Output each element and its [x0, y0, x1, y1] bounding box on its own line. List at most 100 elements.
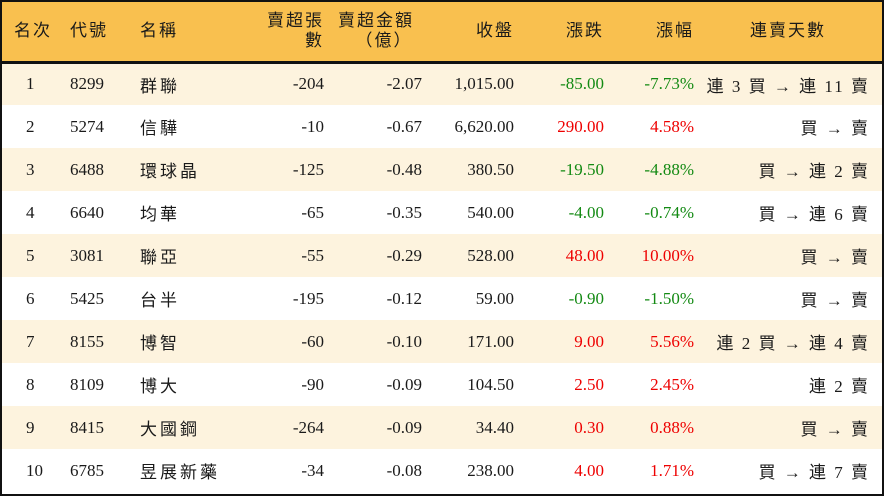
cell-change-pct: 2.45%: [650, 374, 694, 394]
header-net-sell-amount-line2: （億）: [355, 31, 413, 51]
cell-code: 8299: [70, 74, 104, 94]
cell-code: 5425: [70, 288, 104, 308]
cell-net-sell-lots: -60: [301, 331, 324, 351]
cell-net-sell-lots: -34: [301, 460, 324, 480]
cell-change: 2.50: [574, 374, 604, 394]
cell-close: 34.40: [475, 417, 514, 437]
cell-change-pct: 10.00%: [641, 245, 694, 265]
cell-rank: 9: [26, 417, 35, 437]
cell-close: 528.00: [467, 245, 514, 265]
header-net-sell-amount-line1: 賣超金額: [338, 11, 414, 31]
cell-name: 環球晶: [140, 162, 200, 181]
header-code: 代號: [70, 2, 140, 64]
cell-streak: 連 2 賣: [809, 377, 870, 396]
cell-change: -0.90: [568, 288, 604, 308]
cell-net-sell-lots: -204: [292, 74, 324, 94]
cell-code: 6488: [70, 159, 104, 179]
cell-change: 4.00: [574, 460, 604, 480]
cell-net-sell-amount: -2.07: [386, 74, 422, 94]
cell-streak: 連 3 買 → 連 11 賣: [706, 76, 870, 96]
header-change: 漲跌: [514, 2, 604, 64]
cell-name: 台半: [140, 291, 180, 310]
cell-streak: 買 → 賣: [800, 119, 870, 138]
cell-net-sell-amount: -0.29: [386, 245, 422, 265]
cell-change: 290.00: [557, 116, 604, 136]
cell-net-sell-amount: -0.35: [386, 202, 422, 222]
cell-change: 0.30: [574, 417, 604, 437]
cell-close: 238.00: [467, 460, 514, 480]
cell-streak: 買 → 賣: [800, 420, 870, 439]
cell-rank: 10: [26, 460, 43, 480]
cell-name: 昱展新藥: [140, 463, 220, 482]
cell-net-sell-amount: -0.08: [386, 460, 422, 480]
cell-change: -85.00: [560, 74, 604, 94]
cell-close: 104.50: [467, 374, 514, 394]
cell-name: 群聯: [140, 76, 180, 96]
cell-rank: 4: [26, 202, 35, 222]
cell-code: 8109: [70, 374, 104, 394]
table-row: 3 6488 環球晶 -125 -0.48 380.50 -19.50 -4.8…: [2, 148, 882, 191]
cell-rank: 8: [26, 374, 35, 394]
cell-net-sell-lots: -195: [292, 288, 324, 308]
header-net-sell-lots: 賣超張數: [252, 2, 324, 64]
header-streak: 連賣天數: [694, 2, 882, 64]
cell-streak: 買 → 賣: [800, 291, 870, 310]
cell-name: 均華: [140, 205, 180, 224]
cell-change-pct: 5.56%: [650, 331, 694, 351]
cell-streak: 買 → 連 2 賣: [758, 162, 870, 181]
cell-code: 5274: [70, 116, 104, 136]
cell-change-pct: -7.73%: [644, 74, 694, 94]
header-net-sell-amount: 賣超金額 （億）: [324, 2, 422, 64]
cell-net-sell-lots: -55: [301, 245, 324, 265]
cell-change: -19.50: [560, 159, 604, 179]
table-row: 1 8299 群聯 -204 -2.07 1,015.00 -85.00 -7.…: [2, 62, 882, 105]
cell-streak: 買 → 連 6 賣: [758, 205, 870, 224]
cell-change: 48.00: [565, 245, 604, 265]
cell-name: 博大: [140, 377, 180, 396]
cell-net-sell-amount: -0.12: [386, 288, 422, 308]
cell-net-sell-lots: -65: [301, 202, 324, 222]
cell-rank: 2: [26, 116, 35, 136]
table-row: 2 5274 信驊 -10 -0.67 6,620.00 290.00 4.58…: [2, 105, 882, 148]
cell-code: 3081: [70, 245, 104, 265]
cell-rank: 3: [26, 159, 35, 179]
cell-name: 大國鋼: [140, 420, 200, 439]
cell-net-sell-lots: -10: [301, 116, 324, 136]
cell-rank: 6: [26, 288, 35, 308]
cell-net-sell-lots: -90: [301, 374, 324, 394]
cell-name: 博智: [140, 334, 180, 353]
table-row: 9 8415 大國鋼 -264 -0.09 34.40 0.30 0.88% 買…: [2, 406, 882, 449]
table-row: 4 6640 均華 -65 -0.35 540.00 -4.00 -0.74% …: [2, 191, 882, 234]
cell-code: 6640: [70, 202, 104, 222]
header-change-pct: 漲幅: [604, 2, 694, 64]
cell-net-sell-amount: -0.67: [386, 116, 422, 136]
cell-code: 6785: [70, 460, 104, 480]
cell-code: 8415: [70, 417, 104, 437]
cell-rank: 5: [26, 245, 35, 265]
cell-net-sell-lots: -125: [292, 159, 324, 179]
table-header-row: 名次 代號 名稱 賣超張數 賣超金額 （億） 收盤 漲跌 漲幅 連賣天數: [2, 2, 882, 64]
cell-net-sell-amount: -0.09: [386, 417, 422, 437]
header-close: 收盤: [422, 2, 514, 64]
cell-net-sell-amount: -0.48: [386, 159, 422, 179]
cell-change-pct: -1.50%: [644, 288, 694, 308]
cell-streak: 買 → 連 7 賣: [758, 463, 870, 482]
cell-change-pct: 4.58%: [650, 116, 694, 136]
cell-streak: 買 → 賣: [800, 248, 870, 267]
cell-change: 9.00: [574, 331, 604, 351]
cell-close: 59.00: [475, 288, 514, 308]
cell-change-pct: 0.88%: [650, 417, 694, 437]
cell-change-pct: -0.74%: [644, 202, 694, 222]
cell-rank: 1: [26, 74, 35, 94]
cell-change-pct: -4.88%: [644, 159, 694, 179]
cell-close: 6,620.00: [454, 116, 515, 136]
table-row: 6 5425 台半 -195 -0.12 59.00 -0.90 -1.50% …: [2, 277, 882, 320]
cell-net-sell-amount: -0.09: [386, 374, 422, 394]
cell-net-sell-lots: -264: [292, 417, 324, 437]
table-row: 5 3081 聯亞 -55 -0.29 528.00 48.00 10.00% …: [2, 234, 882, 277]
table-row: 7 8155 博智 -60 -0.10 171.00 9.00 5.56% 連 …: [2, 320, 882, 363]
header-name: 名稱: [140, 2, 252, 64]
table-row: 10 6785 昱展新藥 -34 -0.08 238.00 4.00 1.71%…: [2, 449, 882, 492]
cell-close: 171.00: [467, 331, 514, 351]
